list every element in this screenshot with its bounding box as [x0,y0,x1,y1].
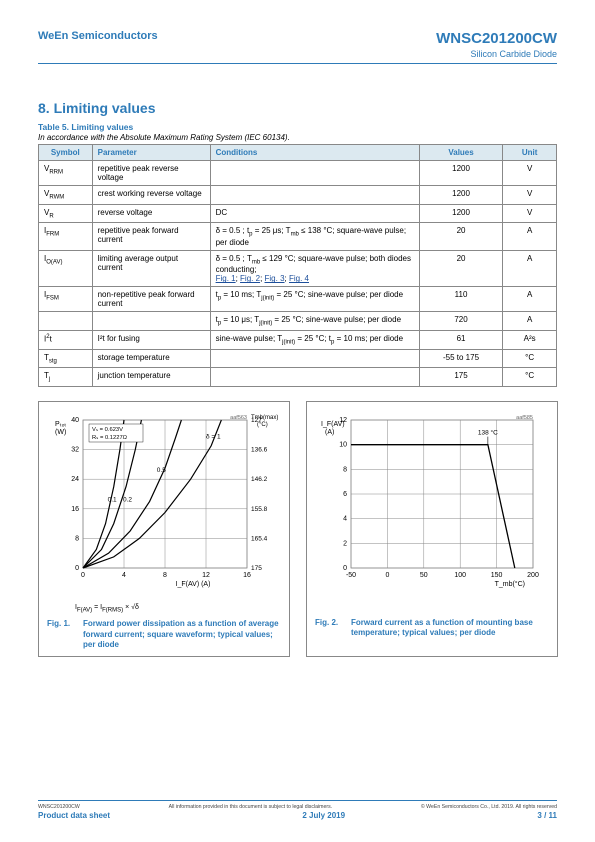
part-subtitle: Silicon Carbide Diode [436,49,557,59]
table-row: Tstgstorage temperature-55 to 175°C [39,349,557,368]
svg-text:155.8: 155.8 [251,506,268,513]
table-row: IO(AV)limiting average output currentδ =… [39,250,557,287]
svg-text:(A): (A) [325,429,334,436]
svg-text:24: 24 [71,476,79,483]
svg-text:200: 200 [527,572,539,579]
footer-disclaimer: All information provided in this documen… [169,804,332,810]
svg-text:146.2: 146.2 [251,476,268,483]
svg-text:-50: -50 [346,572,356,579]
fig2-caption: Fig. 2.Forward current as a function of … [315,618,549,639]
svg-text:0.5: 0.5 [157,467,166,474]
svg-text:0: 0 [75,565,79,572]
svg-text:138 °C: 138 °C [478,428,498,436]
fig1-chart: 04812160816243240127136.6146.2155.8165.4… [47,410,281,600]
figure-2: -50050100150200024681012138 °CI_F(AV)(A)… [306,401,558,658]
svg-text:0: 0 [385,572,389,579]
svg-text:8: 8 [75,535,79,542]
svg-text:10: 10 [339,441,347,448]
table-row: I2tI²t for fusingsine-wave pulse; Tj(ini… [39,330,557,349]
svg-text:150: 150 [491,572,503,579]
svg-text:Rₛ = 0.1227Ω: Rₛ = 0.1227Ω [92,435,128,441]
svg-text:T_mb(°C): T_mb(°C) [495,580,525,588]
svg-text:4: 4 [122,572,126,579]
svg-text:0: 0 [81,572,85,579]
page-header: WeEn Semiconductors WNSC201200CW Silicon… [38,30,557,64]
th-param: Parameter [92,145,210,161]
table-header-row: Symbol Parameter Conditions Values Unit [39,145,557,161]
svg-text:I_F(AV) (A): I_F(AV) (A) [176,581,211,588]
svg-text:50: 50 [420,572,428,579]
table-row: VRRMrepetitive peak reverse voltage1200V [39,161,557,186]
limiting-values-table: Symbol Parameter Conditions Values Unit … [38,144,557,387]
table-row: tp = 10 μs; Tj(init) = 25 °C; sine-wave … [39,312,557,331]
table-title: Table 5. Limiting values [38,122,557,132]
company-name: WeEn Semiconductors [38,30,158,42]
page-footer: WNSC201200CW All information provided in… [38,800,557,820]
svg-text:0: 0 [343,565,347,572]
th-unit: Unit [503,145,557,161]
table-row: IFSMnon-repetitive peak forward currentt… [39,287,557,312]
svg-text:8: 8 [343,466,347,473]
svg-text:12: 12 [202,572,210,579]
svg-text:165.4: 165.4 [251,535,268,542]
svg-text:175: 175 [251,565,262,572]
footer-page: 3 / 11 [537,811,557,820]
table-row: VRWMcrest working reverse voltage1200V [39,186,557,205]
svg-text:2: 2 [343,540,347,547]
svg-text:40: 40 [71,417,79,424]
svg-text:6: 6 [343,491,347,498]
footer-copyright: © WeEn Semiconductors Co., Ltd. 2019. Al… [421,804,557,810]
svg-text:Vₛ = 0.623V: Vₛ = 0.623V [92,427,123,433]
svg-text:(°C): (°C) [257,422,268,428]
footer-date: 2 July 2019 [302,811,345,820]
th-cond: Conditions [210,145,419,161]
svg-text:I_F(AV): I_F(AV) [321,421,345,428]
svg-text:136.6: 136.6 [251,446,268,453]
figure-1: 04812160816243240127136.6146.2155.8165.4… [38,401,290,658]
svg-text:(W): (W) [55,429,66,436]
svg-text:0.1: 0.1 [108,496,117,503]
footer-doc-type: Product data sheet [38,811,110,820]
th-symbol: Symbol [39,145,93,161]
fig2-chart: -50050100150200024681012138 °CI_F(AV)(A)… [315,410,549,600]
section-heading: 8. Limiting values [38,100,557,116]
svg-text:0.2: 0.2 [123,496,132,503]
svg-text:Tmb(max): Tmb(max) [251,415,278,421]
table-row: VRreverse voltageDC1200V [39,204,557,223]
table-row: Tjjunction temperature175°C [39,368,557,387]
svg-text:Pₜₒₜ: Pₜₒₜ [55,421,66,428]
fig1-note: IF(AV) = IF(RMS) × √δ [75,604,281,613]
svg-text:4: 4 [343,515,347,522]
svg-text:8: 8 [163,572,167,579]
table-row: IFRMrepetitive peak forward currentδ = 0… [39,223,557,251]
part-number: WNSC201200CW [436,30,557,47]
table-subtitle: In accordance with the Absolute Maximum … [38,133,557,142]
svg-text:16: 16 [71,506,79,513]
svg-text:100: 100 [454,572,466,579]
th-values: Values [419,145,503,161]
figure-row: 04812160816243240127136.6146.2155.8165.4… [38,401,557,658]
svg-text:32: 32 [71,446,79,453]
svg-text:aaf563: aaf563 [230,415,247,421]
svg-text:16: 16 [243,572,251,579]
svg-text:δ = 1: δ = 1 [206,433,221,440]
footer-part: WNSC201200CW [38,804,80,810]
svg-text:aaf585: aaf585 [516,415,533,421]
fig1-caption: Fig. 1.Forward power dissipation as a fu… [47,619,281,650]
